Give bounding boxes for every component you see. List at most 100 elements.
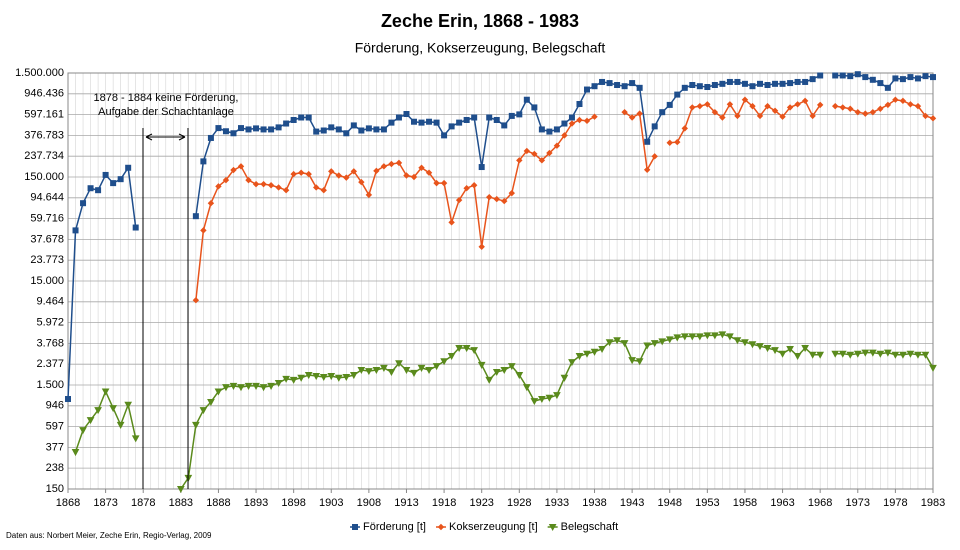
- data-point: [259, 384, 268, 392]
- series: [192, 96, 937, 304]
- data-point: [440, 358, 448, 366]
- data-point: [418, 119, 425, 126]
- legend-label: Förderung [t]: [363, 521, 426, 533]
- data-point: [793, 353, 802, 361]
- data-point: [426, 118, 433, 125]
- data-point: [192, 213, 199, 220]
- data-point: [787, 80, 794, 87]
- data-point: [621, 108, 628, 116]
- data-point: [891, 351, 900, 359]
- data-point: [508, 189, 515, 197]
- data-point: [591, 83, 598, 90]
- data-point: [79, 427, 87, 435]
- data-point: [72, 227, 79, 234]
- data-point: [862, 74, 869, 81]
- data-point: [779, 113, 786, 120]
- data-point: [590, 348, 599, 356]
- data-point: [839, 72, 846, 79]
- data-point: [719, 80, 726, 87]
- data-point: [501, 197, 508, 205]
- data-point: [343, 174, 350, 181]
- data-point: [651, 123, 658, 130]
- data-point: [703, 332, 712, 340]
- data-point: [455, 196, 463, 204]
- data-point: [290, 116, 297, 123]
- data-point: [260, 126, 267, 133]
- x-tick-label: 1898: [281, 497, 305, 509]
- data-point: [387, 369, 396, 377]
- data-point: [95, 187, 102, 194]
- legend-label: Belegschaft: [561, 521, 618, 533]
- data-point: [199, 407, 208, 415]
- data-point: [523, 147, 531, 155]
- data-point: [282, 375, 290, 383]
- data-point: [868, 349, 877, 357]
- data-point: [599, 78, 606, 85]
- data-point: [846, 351, 855, 359]
- data-point: [116, 421, 125, 429]
- plot-border: [67, 72, 934, 490]
- data-point: [674, 138, 681, 146]
- data-point: [605, 339, 614, 347]
- data-point: [109, 405, 117, 413]
- y-tick-label: 1.500: [36, 379, 64, 391]
- data-point: [110, 180, 117, 187]
- data-point: [176, 486, 185, 494]
- x-tick-label: 1918: [432, 497, 456, 509]
- data-point: [403, 172, 410, 179]
- data-point: [643, 166, 651, 173]
- data-point: [628, 357, 636, 365]
- y-tick-label: 150.000: [24, 171, 64, 183]
- x-tick-label: 1883: [169, 497, 193, 509]
- data-point: [305, 170, 312, 178]
- data-point: [719, 114, 726, 121]
- data-point: [207, 134, 214, 141]
- data-point: [380, 126, 387, 133]
- data-point: [253, 125, 260, 132]
- data-point: [854, 108, 861, 116]
- data-point: [515, 372, 524, 380]
- data-point: [666, 139, 673, 146]
- data-point: [222, 176, 230, 184]
- data-point: [320, 186, 327, 194]
- y-tick-label: 5.972: [36, 317, 64, 329]
- annotation-text: Aufgabe der Schachtanlage: [98, 106, 234, 118]
- data-point: [215, 125, 222, 132]
- data-point: [801, 97, 809, 105]
- data-point: [433, 179, 440, 187]
- data-point: [335, 126, 342, 133]
- data-point: [734, 112, 741, 120]
- data-point: [598, 345, 606, 354]
- x-tick-label: 1973: [846, 497, 870, 509]
- data-point: [523, 96, 530, 103]
- data-point: [530, 398, 539, 406]
- data-point: [553, 142, 561, 149]
- data-point: [477, 361, 486, 369]
- data-point: [808, 351, 817, 359]
- data-point: [222, 128, 229, 135]
- data-point: [486, 114, 493, 121]
- x-tick-label: 1958: [733, 497, 757, 509]
- data-point: [756, 112, 764, 120]
- legend: Förderung [t] Kokserzeugung [t] Belegschaf…: [350, 521, 618, 533]
- data-point: [749, 83, 756, 90]
- annotation-text: 1878 - 1884 keine Förderung,: [94, 92, 239, 104]
- data-point: [538, 126, 545, 133]
- data-point: [471, 114, 478, 121]
- data-point: [485, 376, 494, 384]
- data-point: [222, 384, 230, 392]
- arrow-head: [145, 133, 186, 141]
- data-point: [628, 114, 636, 121]
- data-point: [65, 396, 71, 403]
- x-tick-label: 1903: [319, 497, 343, 509]
- data-point: [741, 80, 748, 87]
- data-point: [441, 132, 448, 139]
- data-point: [350, 168, 358, 175]
- data-point: [696, 102, 704, 110]
- data-point: [214, 388, 223, 396]
- data-point: [229, 382, 238, 390]
- data-point: [734, 78, 741, 85]
- data-point: [853, 350, 862, 358]
- data-point: [380, 364, 388, 372]
- data-point: [192, 421, 200, 429]
